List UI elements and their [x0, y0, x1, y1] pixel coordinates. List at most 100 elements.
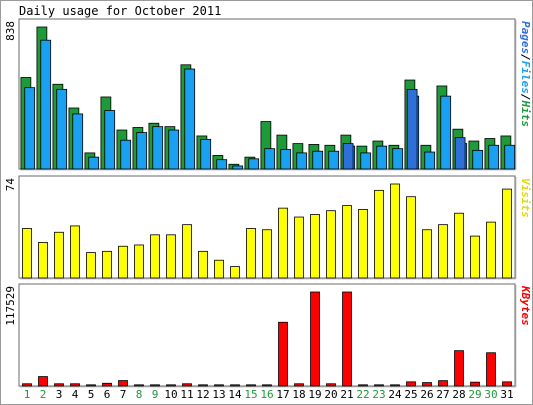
visits-bar-visits-day-4: [70, 225, 80, 279]
kbytes-bar-kbytes-day-8: [134, 384, 144, 387]
kbytes-bar-kbytes-day-4: [70, 383, 80, 387]
x-tick-label-21: 21: [340, 388, 353, 401]
x-tick-label-1: 1: [24, 388, 31, 401]
visits-bar-visits-day-29: [470, 235, 480, 279]
visits-bar-visits-day-14: [230, 266, 240, 279]
hits-bar-pages-day-21: [342, 143, 354, 170]
kbytes-bar-kbytes-day-7: [118, 380, 128, 387]
visits-bar-visits-day-25: [406, 196, 416, 279]
visits-bar-visits-day-5: [86, 252, 96, 279]
hits-bar-files-day-1: [24, 87, 36, 170]
hits-bar-files-day-8: [136, 132, 148, 170]
visits-bar-visits-day-10: [166, 234, 176, 279]
legend-files: Files: [519, 61, 532, 94]
visits-bar-visits-day-24: [390, 183, 400, 279]
x-tick-label-18: 18: [292, 388, 305, 401]
kbytes-bar-kbytes-day-14: [230, 384, 240, 387]
legend-visits: Visits: [519, 178, 532, 218]
hits-y-max-label: 838: [4, 21, 17, 41]
x-tick-label-30: 30: [484, 388, 497, 401]
x-tick-label-7: 7: [120, 388, 127, 401]
x-tick-label-29: 29: [468, 388, 481, 401]
visits-bar-visits-day-2: [38, 242, 48, 279]
hits-bar-files-day-22: [360, 152, 372, 170]
hits-bars: [20, 26, 516, 170]
visits-bar-visits-day-13: [214, 259, 224, 279]
x-tick-label-31: 31: [500, 388, 513, 401]
visits-bar-visits-day-9: [150, 234, 160, 279]
hits-legend: Pages/Files/Hits: [519, 21, 532, 127]
kbytes-bar-kbytes-day-25: [406, 381, 416, 387]
hits-bar-files-day-27: [440, 95, 452, 170]
hits-bar-files-day-23: [376, 145, 388, 170]
x-tick-label-5: 5: [88, 388, 95, 401]
x-tick-label-8: 8: [136, 388, 143, 401]
x-tick-label-27: 27: [436, 388, 449, 401]
kbytes-bar-kbytes-day-5: [86, 384, 96, 387]
visits-bar-visits-day-19: [310, 214, 320, 279]
hits-bar-files-day-19: [312, 150, 324, 170]
panel-hits: 838 Pages/Files/Hits: [4, 18, 532, 171]
visits-legend: Visits: [519, 178, 532, 218]
visits-bar-visits-day-7: [118, 245, 128, 279]
visits-y-max-label: 74: [4, 178, 17, 192]
hits-bar-files-day-13: [216, 159, 228, 170]
x-tick-label-23: 23: [372, 388, 385, 401]
hits-bar-files-day-9: [152, 126, 164, 170]
visits-bar-visits-day-23: [374, 189, 384, 279]
panel-kbytes: 117529 KBytes: [4, 283, 532, 388]
hits-bar-files-day-11: [184, 68, 196, 170]
x-tick-label-25: 25: [404, 388, 417, 401]
kbytes-y-max-label: 117529: [4, 286, 17, 326]
kbytes-bar-kbytes-day-23: [374, 384, 384, 387]
x-tick-label-22: 22: [356, 388, 369, 401]
x-tick-label-16: 16: [260, 388, 273, 401]
hits-bar-files-day-3: [56, 88, 68, 170]
panels: 838 Pages/Files/Hits 74 Visits 117529 KBytes: [4, 18, 532, 388]
kbytes-bar-kbytes-day-29: [470, 381, 480, 387]
kbytes-bar-kbytes-day-9: [150, 384, 160, 387]
visits-bar-visits-day-6: [102, 250, 112, 279]
kbytes-bar-kbytes-day-2: [38, 376, 48, 387]
x-tick-label-17: 17: [276, 388, 289, 401]
hits-bar-files-day-5: [88, 156, 100, 170]
hits-bar-files-day-2: [40, 39, 52, 170]
kbytes-bars: [22, 291, 512, 387]
kbytes-bar-kbytes-day-28: [454, 350, 464, 387]
x-tick-label-3: 3: [56, 388, 63, 401]
hits-legend-separator: /: [519, 54, 532, 61]
x-tick-label-20: 20: [324, 388, 337, 401]
visits-bar-visits-day-21: [342, 205, 352, 279]
hits-bar-pages-day-28: [454, 137, 466, 170]
kbytes-bar-kbytes-day-18: [294, 383, 304, 387]
x-tick-label-26: 26: [420, 388, 433, 401]
hits-bar-files-day-31: [504, 144, 516, 170]
hits-bar-files-day-10: [168, 129, 180, 170]
visits-bar-visits-day-30: [486, 221, 496, 279]
kbytes-bar-kbytes-day-21: [342, 291, 352, 387]
x-tick-label-28: 28: [452, 388, 465, 401]
kbytes-bar-kbytes-day-22: [358, 384, 368, 387]
hits-bar-files-day-18: [296, 152, 308, 170]
kbytes-bar-kbytes-day-17: [278, 321, 288, 387]
hits-bar-files-day-12: [200, 138, 212, 170]
kbytes-bar-kbytes-day-31: [502, 381, 512, 387]
visits-bars: [22, 183, 512, 279]
visits-bar-visits-day-28: [454, 212, 464, 279]
kbytes-bar-kbytes-day-19: [310, 291, 320, 387]
panel-visits: 74 Visits: [4, 175, 532, 280]
kbytes-bar-kbytes-day-20: [326, 383, 336, 387]
x-tick-label-6: 6: [104, 388, 111, 401]
kbytes-bar-kbytes-day-24: [390, 384, 400, 387]
kbytes-legend: KBytes: [519, 285, 532, 326]
kbytes-bar-kbytes-day-30: [486, 352, 496, 387]
chart-title: Daily usage for October 2011: [19, 4, 221, 18]
legend-kbytes: KBytes: [519, 285, 532, 326]
kbytes-panel-frame: [18, 283, 516, 387]
hits-bar-files-day-16: [264, 148, 276, 170]
hits-bar-files-day-20: [328, 150, 340, 170]
kbytes-bar-kbytes-day-12: [198, 384, 208, 387]
visits-bar-visits-day-18: [294, 216, 304, 279]
x-tick-label-4: 4: [72, 388, 79, 401]
